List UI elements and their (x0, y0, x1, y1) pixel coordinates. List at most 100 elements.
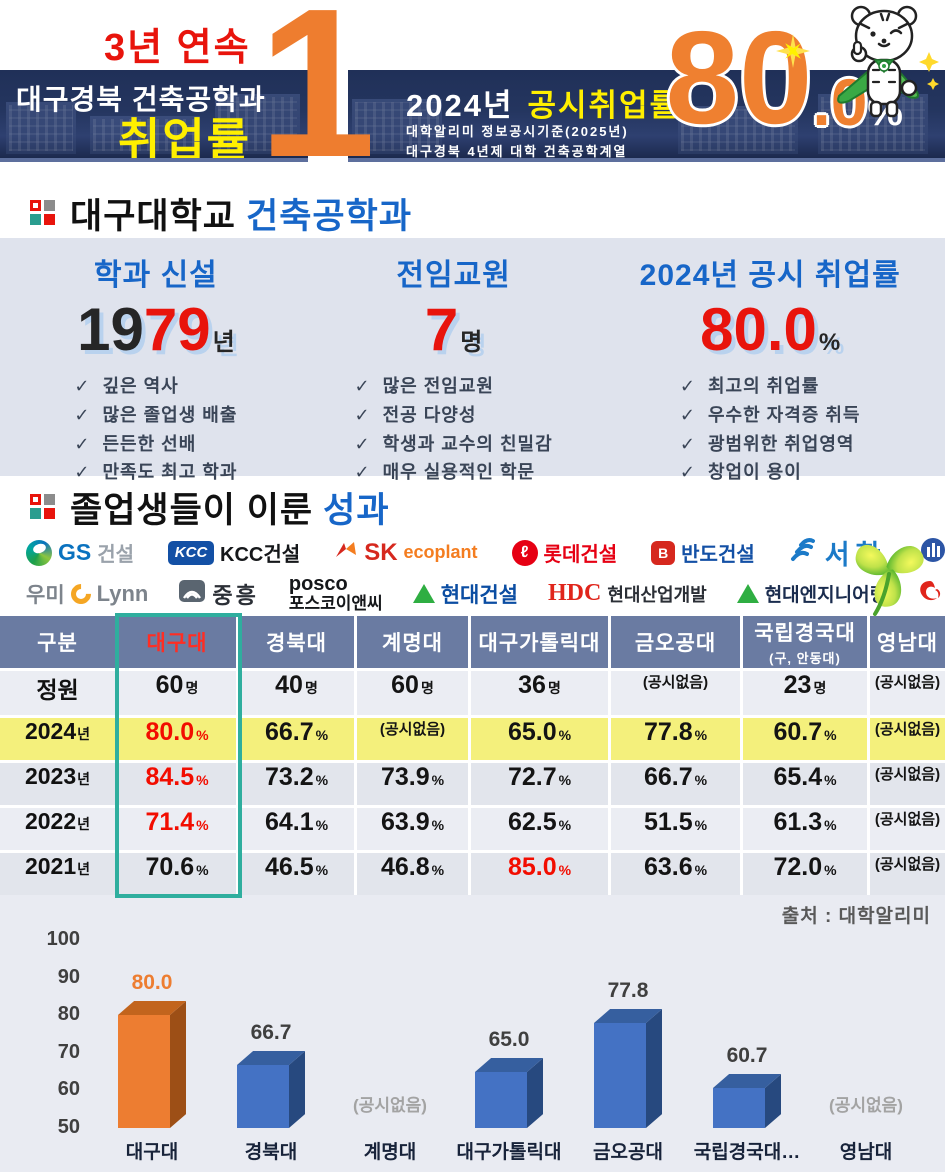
cell-number: 65.0 (507, 718, 557, 746)
stat-column: 2024년 공시 취업률 80.0% ✓ 최고의 취업률 ✓ 우수한 자격증 취득 ✓ 광범위… (595, 250, 945, 482)
logo-text-line: 포스코이앤씨 (288, 594, 383, 614)
cell-number: 66.7 (264, 718, 314, 746)
table-cell-value: 36 명 (471, 671, 608, 715)
cell-number: 72.7 (507, 763, 557, 791)
table-cell-value: 70.6% (118, 853, 236, 895)
table-cell-value: 63.6% (611, 853, 740, 895)
cell-unit: % (315, 727, 329, 743)
cell-number: 60.7 (773, 718, 823, 746)
table-cell-no-data: (공시없음) (870, 763, 945, 805)
table-cell-value: 46.8% (357, 853, 468, 895)
building-silhouette (352, 99, 442, 154)
column-header-text: 대구대 (146, 632, 208, 655)
cell-unit: % (315, 772, 329, 788)
cell-unit: % (431, 817, 445, 833)
column-header-text: 금오공대 (634, 632, 717, 655)
check-icon: ✓ (74, 404, 91, 425)
bar-대구대 (118, 1015, 170, 1128)
table-cell-no-data: (공시없음) (870, 718, 945, 760)
stat-column: 학과 신설 1979년 ✓ 깊은 역사 ✓ 많은 졸업생 배출 ✓ 든든한 선배 ✓ 만족도 최고… (0, 250, 312, 482)
stat-title: 전임교원 (396, 259, 511, 292)
cell-unit: % (315, 862, 329, 878)
row-label-text: 2024 (24, 718, 77, 744)
logo-text: 건설 (97, 544, 135, 566)
stat-value: 1979년 (0, 300, 312, 360)
table-cell-value: 71.4% (118, 808, 236, 850)
banner-notes: 대학알리미 정보공시기준(2025년) 대구경북 4년제 대학 건축공학계열 (406, 122, 629, 158)
cell-number: 85.0 (507, 853, 557, 881)
stat-title: 학과 신설 (94, 259, 218, 292)
stat-number-red: 79 (143, 296, 211, 363)
table-cell-value: 63.9% (357, 808, 468, 850)
cell-unit: 명 (420, 680, 434, 696)
logo-text: 우미 (26, 583, 65, 607)
check-icon: ✓ (74, 433, 91, 454)
cell-unit: % (694, 817, 708, 833)
table-cell-value: 80.0% (118, 718, 236, 760)
cell-number: 46.8 (380, 853, 430, 881)
table-cell-value: 60.7% (743, 718, 867, 760)
row-label-text: 정원 (36, 677, 79, 703)
table-cell-value: 23 명 (743, 671, 867, 715)
cell-unit: % (196, 727, 209, 743)
cell-number: 51.5 (643, 808, 693, 836)
checklist-text: 전공 다양성 (382, 404, 477, 425)
column-header-대구대: 대구대 (118, 616, 236, 668)
banner-metric: 공시취업률 (527, 88, 681, 123)
checklist-text: 든든한 선배 (102, 433, 197, 454)
table-cell-value: 73.9% (357, 763, 468, 805)
table-cell-value: 85.0% (471, 853, 608, 895)
no-data-label: (공시없음) (829, 1096, 903, 1115)
checklist-text: 만족도 최고 학과 (102, 462, 238, 483)
stat-unit: % (818, 329, 841, 356)
table-cell-value: 66.7% (611, 763, 740, 805)
no-data-label: (공시없음) (353, 1096, 427, 1115)
cell-unit: % (824, 727, 837, 743)
banner-year: 2024년 (406, 88, 514, 123)
column-header-금오공대: 금오공대 (611, 616, 740, 668)
comparison-table: 구분 대구대 경북대 계명대 대구가톨릭대 금오공대 국립경국대 (구, 안동대) 영남대 정원 6… (0, 613, 945, 898)
cell-number: 60 (391, 671, 419, 699)
category-label: 대구가톨릭대 (456, 1142, 562, 1163)
cell-unit: 명 (813, 680, 827, 696)
column-header-대구가톨릭대: 대구가톨릭대 (471, 616, 608, 668)
row-label-text: 2023 (24, 763, 77, 789)
checklist-text: 매우 실용적인 학문 (382, 462, 536, 483)
bando-construction-logo-mark: B (651, 540, 676, 565)
employment-rate-value: 80.0% (666, 11, 903, 143)
cell-number: 62.5 (507, 808, 557, 836)
stat-number-red: 80.0 (700, 296, 817, 363)
y-axis-tick: 70 (57, 1040, 80, 1063)
table-cell-value: 72.7% (471, 763, 608, 805)
row-label-text: 2021 (24, 853, 77, 879)
cell-number: (공시없음) (874, 721, 941, 738)
hwaseong-icon (917, 579, 943, 608)
y-axis-tick: 90 (57, 965, 80, 988)
cell-unit: % (196, 817, 209, 833)
star-icon (776, 34, 810, 68)
column-header-text: 계명대 (382, 632, 443, 655)
posco-enc-logo-text: posco 포스코이앤씨 (289, 574, 383, 613)
logo-text-line: posco (288, 573, 348, 596)
logo-text: 현대엔지니어링 (764, 585, 888, 606)
check-icon: ✓ (354, 404, 371, 425)
cell-unit: % (558, 727, 572, 743)
stat-checklist: ✓ 많은 전임교원 ✓ 전공 다양성 ✓ 학생과 교수의 친밀감 ✓ 매우 실용적인 학문 (355, 372, 553, 487)
column-header-text: 경북대 (266, 632, 327, 655)
cell-number: 73.2 (264, 763, 314, 791)
logo-text: GS (58, 539, 92, 565)
checklist-item: ✓ 만족도 최고 학과 (74, 458, 237, 487)
check-icon: ✓ (679, 462, 696, 483)
bar-대구가톨릭대 (475, 1072, 527, 1128)
achievements-title-blue: 성과 (323, 490, 390, 530)
category-label: 영남대 (839, 1142, 893, 1163)
cell-number: 64.1 (264, 808, 314, 836)
check-icon: ✓ (74, 462, 91, 483)
table-cell-value: 61.3% (743, 808, 867, 850)
row-label-suffix: 년 (77, 771, 91, 787)
gs-construction-logo: GS 건설 (26, 538, 134, 567)
jungheung-logo: 중흥 (178, 578, 258, 610)
cell-unit: % (315, 817, 329, 833)
